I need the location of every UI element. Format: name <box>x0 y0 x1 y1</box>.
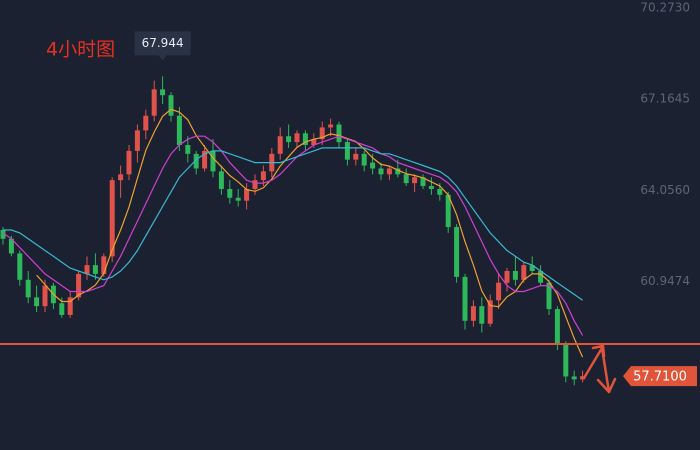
candle-body <box>0 229 6 239</box>
candle-body <box>294 133 300 143</box>
candle-body <box>470 306 476 321</box>
candle-body <box>571 376 577 380</box>
candle-body <box>319 127 325 140</box>
candle-body <box>84 265 90 274</box>
candle-body <box>101 256 107 274</box>
tooltip-label: 67.944 <box>142 36 184 50</box>
candle-body <box>504 270 510 283</box>
price-tag-label: 57.7100 <box>633 370 687 385</box>
candle-body <box>227 188 233 198</box>
candle-body <box>521 265 527 280</box>
candle-body <box>479 306 485 324</box>
candle-body <box>353 153 359 160</box>
candle-body <box>563 344 569 377</box>
candle-body <box>92 265 98 274</box>
candle-body <box>512 270 518 280</box>
candle-body <box>395 168 401 175</box>
y-tick-label: 60.9474 <box>640 274 690 288</box>
candle-body <box>109 180 115 257</box>
trend-arrows <box>582 344 617 394</box>
candle-body <box>252 180 258 189</box>
tooltip-box <box>134 31 191 61</box>
arrow-head <box>596 377 617 394</box>
candle-body <box>235 197 241 201</box>
candle-body <box>126 150 132 175</box>
candles <box>0 76 586 386</box>
candle-body <box>76 273 82 298</box>
price-tag <box>623 366 697 387</box>
candle-body <box>176 115 182 146</box>
chart-title: 4小时图 <box>46 39 115 61</box>
candle-body <box>538 270 544 283</box>
candle-body <box>487 300 493 324</box>
candle-body <box>218 171 224 189</box>
candle-body <box>168 95 174 116</box>
candle-body <box>378 168 384 175</box>
candle-body <box>202 150 208 169</box>
candle-body <box>386 168 392 175</box>
candle-body <box>546 282 552 310</box>
candle-body <box>185 145 191 154</box>
candle-body <box>134 130 140 151</box>
candle-body <box>580 376 586 380</box>
candle-body <box>286 136 292 143</box>
candle-body <box>529 265 535 271</box>
candle-body <box>428 186 434 189</box>
y-tick-label: 67.1645 <box>640 92 690 106</box>
candle-body <box>445 194 451 228</box>
candle-body <box>260 171 266 181</box>
candle-body <box>160 89 166 96</box>
candle-body <box>462 276 468 321</box>
candle-body <box>302 133 308 146</box>
candle-body <box>34 297 40 307</box>
candle-body <box>420 177 426 187</box>
candle-body <box>311 139 317 146</box>
candle-body <box>118 174 124 181</box>
candle-body <box>8 238 14 254</box>
candle-body <box>59 303 65 315</box>
arrow-down <box>600 346 611 394</box>
candle-body <box>412 177 418 184</box>
candle-body <box>344 142 350 160</box>
candle-body <box>42 285 48 307</box>
moving-average-line <box>2 135 584 336</box>
candle-body <box>277 136 283 154</box>
candle-body <box>496 282 502 301</box>
candle-body <box>361 153 367 166</box>
y-tick-label: 64.0560 <box>640 183 690 197</box>
candle-body <box>437 188 443 195</box>
candle-body <box>370 162 376 169</box>
candle-body <box>151 89 157 116</box>
candle-body <box>143 115 149 131</box>
candle-body <box>193 153 199 169</box>
candle-body <box>554 309 560 345</box>
arrow-up <box>582 346 604 380</box>
candle-body <box>67 297 73 315</box>
candle-body <box>454 227 460 277</box>
moving-average-line <box>36 108 584 358</box>
candle-body <box>25 279 31 298</box>
candle-body <box>403 174 409 184</box>
y-tick-label: 70.2730 <box>640 1 690 15</box>
candle-body <box>336 124 342 143</box>
moving-average-line <box>3 147 583 301</box>
candle-body <box>244 188 250 201</box>
max-price-tooltip: 67.944 <box>134 31 191 61</box>
candle-body <box>17 253 23 280</box>
candle-body <box>328 124 334 128</box>
candle-body <box>210 150 216 172</box>
